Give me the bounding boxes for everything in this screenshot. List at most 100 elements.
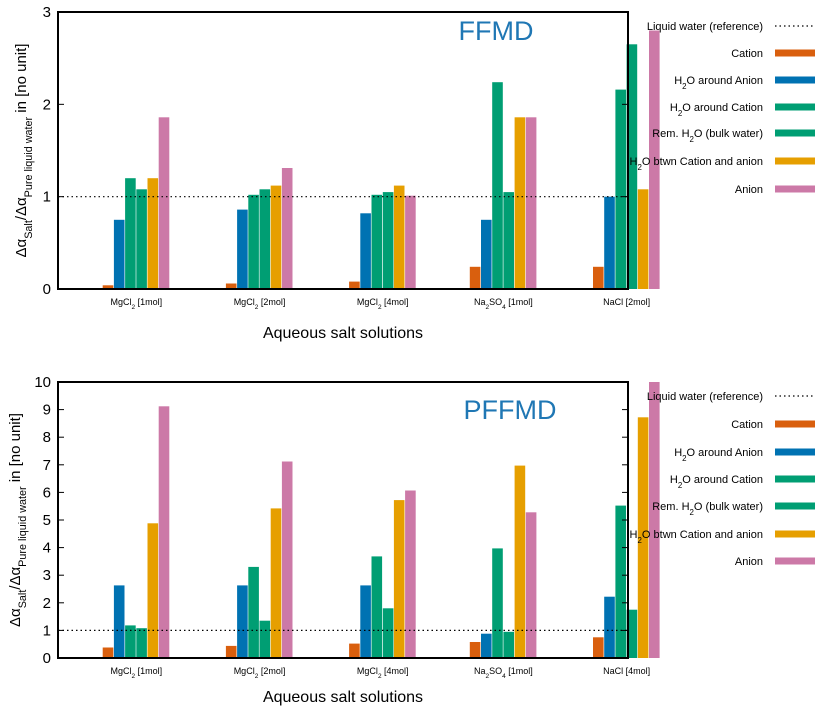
bar-h2o-btwn-cation-and-anion	[147, 178, 159, 289]
legend-swatch	[775, 157, 815, 165]
x-tick-label: MgCl2 [4mol]	[357, 297, 409, 311]
bar-h2o-around-anion	[360, 585, 371, 658]
bar-h2o-around-anion	[481, 219, 492, 290]
legend-label: H2O btwn Cation and anion	[630, 529, 763, 545]
legend-label: Cation	[731, 419, 763, 431]
y-tick-label: 9	[43, 402, 51, 419]
bar-cation	[469, 642, 481, 658]
bar-cation	[593, 266, 604, 289]
legend-swatch	[775, 420, 815, 428]
legend-swatch	[775, 185, 815, 193]
y-axis-label: ΔαSalt/ΔαPure liquid water in [no unit]	[7, 413, 29, 627]
x-tick-label: Na2SO4 [1mol]	[474, 666, 533, 680]
bar-h2o-around-cation	[248, 194, 259, 289]
bar-h2o-around-cation	[615, 505, 626, 658]
x-tick-label: NaCl [2mol]	[603, 297, 650, 307]
y-tick-label: 0	[43, 650, 51, 667]
bar-cation	[593, 637, 604, 658]
y-tick-label: 4	[43, 540, 51, 557]
bar-h2o-around-anion	[360, 213, 371, 289]
x-tick-label: MgCl2 [2mol]	[234, 666, 286, 680]
bar-anion	[525, 117, 537, 289]
legend-swatch	[775, 530, 815, 538]
plot-frame	[57, 11, 629, 290]
bar-h2o-btwn-cation-and-anion	[393, 500, 405, 658]
y-axis-label: ΔαSalt/ΔαPure liquid water in [no unit]	[13, 44, 35, 258]
bar-rem-h2o-bulk-water-	[503, 631, 514, 658]
y-tick-label: 7	[43, 457, 51, 474]
legend-label: H2O around Anion	[674, 75, 763, 91]
bar-h2o-btwn-cation-and-anion	[514, 465, 526, 658]
bar-cation	[225, 283, 237, 289]
ffmd-chart-panel: MgCl2 [1mol] MgCl2 [2mol] MgCl2 [4mol] Na2S…	[0, 0, 825, 350]
bar-h2o-btwn-cation-and-anion	[393, 185, 405, 289]
pffmd-chart: MgCl2 [1mol] MgCl2 [2mol] MgCl2 [4mol] Na2S…	[7, 374, 815, 706]
bar-rem-h2o-bulk-water-	[382, 192, 394, 289]
bar-anion	[405, 195, 416, 289]
bar-rem-h2o-bulk-water-	[626, 609, 638, 658]
bar-anion	[281, 461, 293, 658]
legend-label: H2O around Cation	[670, 474, 763, 490]
legend-label: Rem. H2O (bulk water)	[652, 501, 763, 517]
y-tick-label: 2	[43, 595, 51, 612]
chart-annotation: FFMD	[459, 16, 534, 46]
bar-anion	[649, 382, 660, 658]
legend-label: H2O around Cation	[670, 102, 763, 118]
bar-h2o-around-cation	[248, 566, 259, 658]
x-tick-label: MgCl2 [1mol]	[110, 297, 162, 311]
bar-cation	[349, 643, 360, 658]
legend-swatch	[775, 76, 815, 84]
bar-h2o-around-anion	[237, 209, 248, 289]
bar-rem-h2o-bulk-water-	[503, 192, 514, 289]
y-tick-label: 10	[34, 374, 51, 391]
bar-h2o-btwn-cation-and-anion	[637, 417, 649, 658]
bar-rem-h2o-bulk-water-	[259, 189, 271, 289]
bar-h2o-around-anion	[604, 596, 615, 658]
x-axis-label: Aqueous salt solutions	[263, 325, 423, 342]
bar-h2o-around-cation	[125, 625, 136, 658]
legend-label: H2O around Anion	[674, 447, 763, 463]
legend-swatch	[775, 103, 815, 111]
x-tick-label: Na2SO4 [1mol]	[474, 297, 533, 311]
x-tick-label: MgCl2 [1mol]	[110, 666, 162, 680]
bar-h2o-around-cation	[615, 89, 626, 289]
bar-cation	[102, 285, 114, 289]
bar-anion	[525, 512, 537, 658]
y-tick-label: 8	[43, 429, 51, 446]
bar-h2o-around-anion	[481, 633, 492, 658]
legend-label: Anion	[735, 184, 763, 196]
bar-rem-h2o-bulk-water-	[382, 608, 394, 658]
bar-h2o-around-anion	[237, 585, 248, 658]
legend-label: Cation	[731, 48, 763, 60]
bar-rem-h2o-bulk-water-	[136, 189, 147, 289]
bar-anion	[281, 168, 293, 289]
legend-label: H2O btwn Cation and anion	[630, 156, 763, 172]
bar-anion	[158, 117, 170, 289]
bar-h2o-around-cation	[492, 82, 503, 289]
bar-cation	[225, 645, 237, 658]
bar-h2o-btwn-cation-and-anion	[514, 117, 526, 289]
bar-h2o-around-cation	[371, 556, 383, 658]
bar-h2o-btwn-cation-and-anion	[637, 189, 649, 289]
legend-swatch	[775, 49, 815, 57]
bar-h2o-around-anion	[113, 585, 125, 658]
legend-swatch	[775, 502, 815, 510]
legend-label-reference: Liquid water (reference)	[647, 391, 763, 403]
bar-rem-h2o-bulk-water-	[136, 628, 147, 658]
bar-cation	[102, 647, 114, 658]
y-tick-label: 3	[43, 4, 51, 21]
bar-rem-h2o-bulk-water-	[259, 620, 271, 658]
y-tick-label: 3	[43, 567, 51, 584]
y-tick-label: 6	[43, 484, 51, 501]
bar-h2o-around-anion	[604, 196, 615, 289]
bar-anion	[405, 490, 416, 658]
x-tick-label: MgCl2 [4mol]	[357, 666, 409, 680]
bar-cation	[469, 266, 481, 289]
bar-h2o-btwn-cation-and-anion	[147, 523, 159, 658]
legend-swatch	[775, 475, 815, 483]
bar-rem-h2o-bulk-water-	[626, 44, 638, 289]
legend-swatch	[775, 557, 815, 565]
bar-h2o-around-cation	[492, 548, 503, 658]
y-tick-label: 5	[43, 512, 51, 529]
y-tick-label: 2	[43, 96, 51, 113]
